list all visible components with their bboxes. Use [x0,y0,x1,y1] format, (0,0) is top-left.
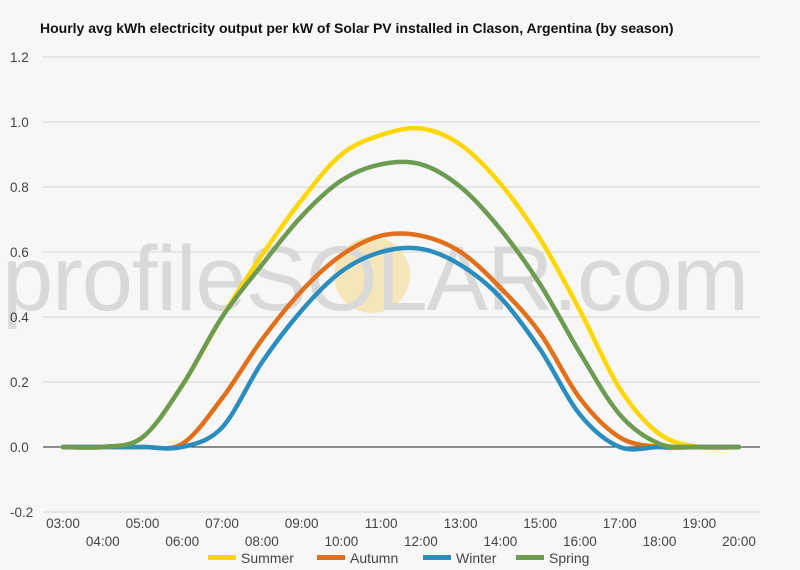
chart-title: Hourly avg kWh electricity output per kW… [40,20,673,36]
x-axis-ticks: 03:00 04:00 05:00 06:00 07:00 08:00 09:00 10:00… [46,516,756,549]
legend-label-winter: Winter [456,550,497,566]
legend-swatch-summer [208,555,236,560]
watermark: profileSOLAR.com [2,228,749,330]
series-line-spring [60,159,742,450]
x-tick-label: 14:00 [484,534,518,549]
x-tick-label: 11:00 [365,516,398,531]
x-tick-label: 06:00 [165,534,199,549]
legend: Summer Autumn Winter Spring [208,550,589,566]
series-lines [60,125,742,452]
y-tick-label: 0.2 [10,375,29,390]
legend-swatch-autumn [317,555,345,560]
x-tick-label: 12:00 [404,534,438,549]
x-tick-label: 07:00 [205,516,239,531]
x-tick-label: 05:00 [126,516,160,531]
x-tick-label: 15:00 [523,516,557,531]
legend-swatch-spring [516,555,544,560]
x-tick-label: 10:00 [324,534,358,549]
y-tick-label: -0.2 [10,505,33,520]
x-tick-label: 04:00 [86,534,120,549]
x-tick-label: 18:00 [643,534,677,549]
x-tick-label: 13:00 [444,516,478,531]
y-tick-label: 0.0 [10,440,29,455]
x-tick-label: 20:00 [722,534,756,549]
watermark-sun-icon [334,237,410,313]
x-tick-label: 19:00 [682,516,716,531]
watermark-text: profileSOLAR.com [2,228,748,330]
legend-label-spring: Spring [549,550,589,566]
legend-swatch-winter [423,555,451,560]
legend-label-summer: Summer [241,550,294,566]
y-tick-label: 1.2 [10,50,29,65]
x-tick-label: 09:00 [285,516,319,531]
x-tick-label: 03:00 [46,516,80,531]
y-tick-label: 0.6 [10,245,29,260]
y-tick-label: 0.8 [10,180,29,195]
x-tick-label: 16:00 [563,534,597,549]
x-tick-label: 17:00 [603,516,637,531]
series-line-autumn [60,231,742,451]
x-tick-label: 08:00 [245,534,279,549]
y-axis-ticks: -0.2 0.0 0.2 0.4 0.6 0.8 1.0 1.2 [10,50,33,520]
y-tick-label: 1.0 [10,115,29,130]
series-line-winter [60,245,742,452]
legend-label-autumn: Autumn [350,550,398,566]
y-tick-label: 0.4 [10,310,29,325]
